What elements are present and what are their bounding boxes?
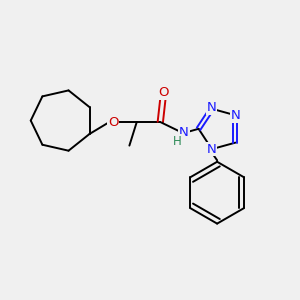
Text: N: N <box>207 142 217 156</box>
Text: O: O <box>108 116 119 128</box>
Text: N: N <box>179 126 189 139</box>
Text: O: O <box>158 86 169 99</box>
Text: N: N <box>206 101 216 114</box>
Text: N: N <box>230 109 240 122</box>
Text: H: H <box>173 135 182 148</box>
